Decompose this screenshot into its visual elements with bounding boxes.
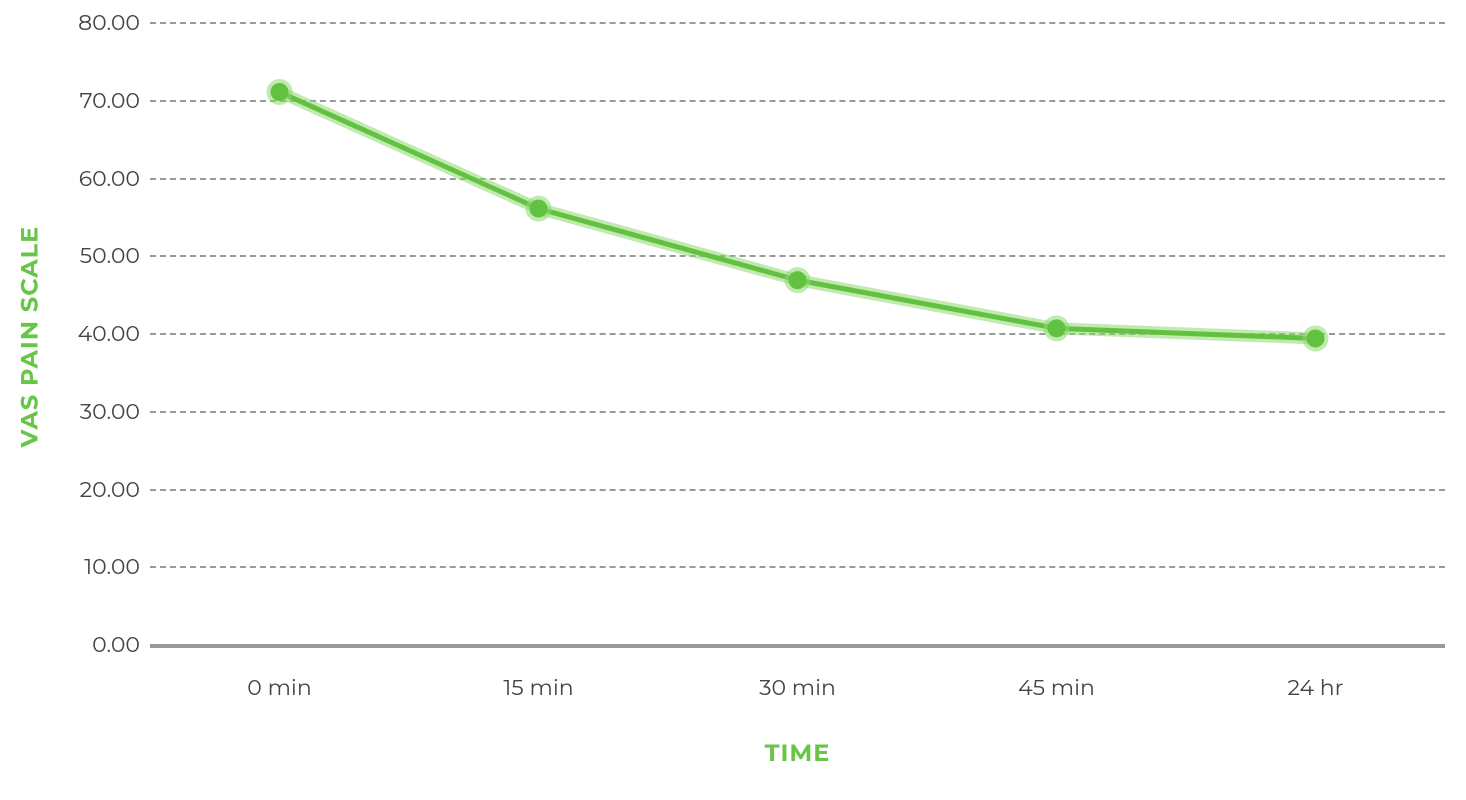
data-point: [530, 200, 548, 218]
data-point: [789, 271, 807, 289]
line-chart: VAS PAIN SCALE 0.0010.0020.0030.0040.005…: [0, 0, 1466, 800]
plot-area: [0, 0, 1466, 800]
data-point: [271, 83, 289, 101]
data-point: [1307, 329, 1325, 347]
data-point: [1048, 319, 1066, 337]
line-glow: [280, 92, 1316, 338]
line-series: [280, 92, 1316, 338]
